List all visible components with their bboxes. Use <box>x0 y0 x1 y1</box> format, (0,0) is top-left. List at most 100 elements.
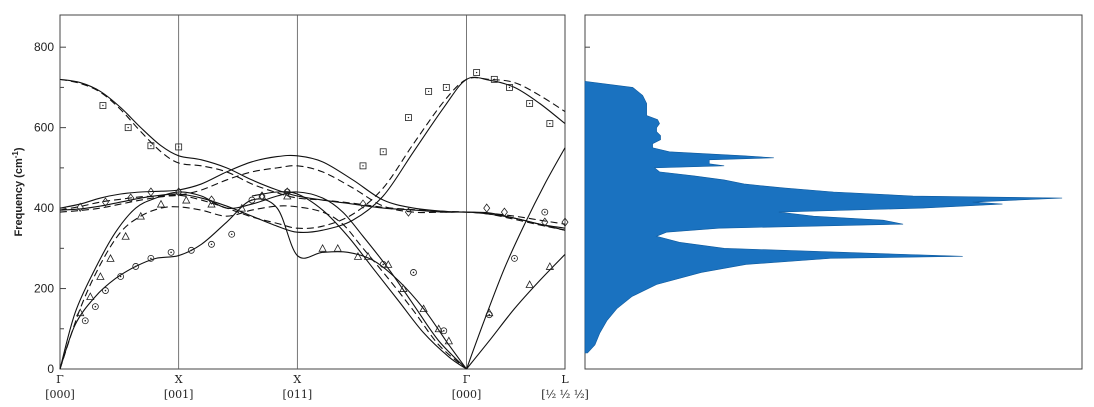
observed-triangle <box>96 272 105 280</box>
observed-circle-dot <box>210 243 213 246</box>
observed-square <box>379 148 387 156</box>
observed-triangle <box>156 199 166 208</box>
observed-square <box>147 142 155 150</box>
observed-circle <box>248 196 256 204</box>
observed-square-dot <box>127 126 129 129</box>
observed-triangle <box>106 254 115 262</box>
observed-square <box>490 75 498 83</box>
solid-dispersion-curve <box>466 147 566 370</box>
observed-circle-dot <box>119 275 122 278</box>
dashed-dispersion-curve <box>59 77 566 229</box>
observed-triangle <box>545 262 555 270</box>
observed-square-dot <box>150 145 152 147</box>
symmetry-index: [001] <box>164 388 194 401</box>
observed-circle <box>541 208 549 216</box>
observed-circle-dot <box>134 265 137 268</box>
observed-triangle <box>237 203 246 212</box>
observed-square-dot <box>475 71 478 74</box>
observed-circle-dot <box>170 251 172 254</box>
observed-circle-dot <box>190 249 193 252</box>
observed-diamond <box>483 203 491 213</box>
observed-circle-dot <box>412 271 415 274</box>
observed-diamond <box>258 191 266 201</box>
observed-circle <box>485 311 493 319</box>
observed-diamond <box>404 207 412 217</box>
observed-triangle <box>257 191 267 200</box>
observed-triangle <box>207 199 216 208</box>
observed-diamond <box>208 195 215 205</box>
observed-circle-dot <box>230 233 233 236</box>
observed-circle-dot <box>544 211 546 213</box>
observed-square-dot <box>528 102 531 105</box>
observed-square <box>425 88 433 95</box>
symmetry-index: [011] <box>283 388 313 401</box>
observed-triangle <box>525 280 534 288</box>
observed-diamond <box>175 187 183 197</box>
observed-square <box>546 120 554 128</box>
observed-square-dot <box>177 146 180 148</box>
observed-triangle <box>363 252 373 260</box>
observed-diamond <box>561 217 569 227</box>
observed-square-dot <box>549 122 551 125</box>
dos-panel <box>584 14 1083 370</box>
observed-square-dot <box>445 86 448 89</box>
observed-circle-dot <box>286 191 289 193</box>
symmetry-index: [000] <box>45 388 75 401</box>
observed-circle <box>132 263 140 270</box>
observed-square <box>359 162 367 170</box>
observed-points <box>76 69 569 345</box>
observed-square <box>506 84 513 91</box>
symmetry-index: [000] <box>452 388 482 401</box>
observed-circle-dot <box>84 319 87 322</box>
observed-triangle <box>444 336 454 345</box>
observed-circle-dot <box>443 329 445 332</box>
observed-triangle <box>182 195 191 204</box>
observed-triangle <box>121 231 130 240</box>
observed-circle-dot <box>251 199 253 201</box>
observed-diamond <box>359 199 367 209</box>
observed-circle <box>511 254 518 262</box>
observed-circle-dot <box>150 257 152 260</box>
dispersion-curves <box>59 76 566 370</box>
solid-dispersion-curve <box>466 253 566 370</box>
y-tick-label: 400 <box>34 201 54 215</box>
observed-square-dot <box>427 90 430 93</box>
observed-circle-dot <box>382 263 385 266</box>
observed-circle-dot <box>94 305 97 308</box>
observed-diamond <box>76 202 84 212</box>
dos-area <box>584 81 1063 354</box>
observed-triangle <box>399 284 408 292</box>
observed-diamond <box>283 187 291 197</box>
observed-circle <box>81 317 89 325</box>
observed-square-dot <box>382 151 384 153</box>
observed-square <box>175 143 183 151</box>
observed-diamond <box>147 187 155 197</box>
observed-triangle <box>136 211 145 220</box>
observed-square-dot <box>362 165 364 167</box>
observed-square-dot <box>493 78 495 81</box>
dispersion-panel: Frequency (cm-1) 0 200 400 600 800 Γ [000] X [0… <box>11 14 589 401</box>
observed-square <box>405 114 412 121</box>
observed-square <box>124 124 132 132</box>
observed-square <box>473 69 481 76</box>
solid-dispersion-curve <box>251 191 467 370</box>
observed-circle <box>187 246 195 254</box>
observed-circle <box>102 287 109 294</box>
observed-diamond <box>127 193 135 203</box>
observed-diamond <box>500 207 508 217</box>
observed-circle <box>440 327 448 335</box>
observed-circle <box>117 273 124 280</box>
observed-triangle <box>434 324 443 333</box>
observed-triangle <box>76 308 85 317</box>
observed-square <box>99 102 107 109</box>
symmetry-symbol: X <box>293 373 301 386</box>
symmetry-symbol: L <box>561 373 569 386</box>
observed-square-dot <box>102 104 104 107</box>
observed-circle <box>91 303 99 311</box>
solid-dispersion-curve <box>59 191 467 370</box>
symmetry-symbol: Γ <box>56 373 64 386</box>
observed-diamond <box>541 217 549 227</box>
symmetry-index: [½ ½ ½] <box>541 388 589 401</box>
observed-triangle <box>419 304 428 313</box>
